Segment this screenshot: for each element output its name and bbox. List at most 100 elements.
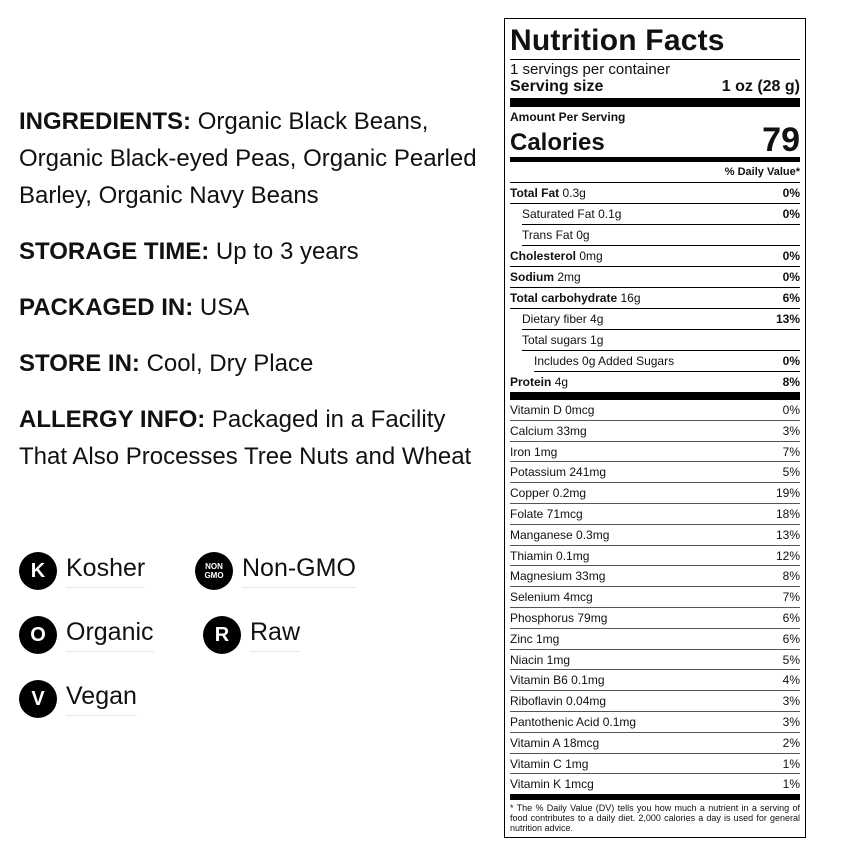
vitamin-name: Vitamin A 18mcg	[510, 735, 600, 750]
servings-per-container: 1 servings per container	[510, 61, 671, 78]
nutrient-dv: 0%	[782, 186, 800, 200]
nutrient-dv: 0%	[782, 270, 800, 284]
vitamin-dv: 19%	[775, 486, 800, 501]
nutrient-dv: 0%	[782, 249, 800, 263]
kosher-icon: K	[19, 552, 57, 590]
vitamin-dv: 5%	[782, 465, 800, 480]
nutrient-name: Sodium 2mg	[510, 270, 581, 284]
nutrient-name: Cholesterol 0mg	[510, 249, 603, 263]
vitamin-row: Folate 71mcg 18%	[510, 504, 800, 525]
nutrient-name: Includes 0g Added Sugars	[534, 354, 675, 368]
organic-icon: O	[19, 616, 57, 654]
nutrient-row: Protein 4g 8%	[510, 372, 800, 400]
vitamin-name: Niacin 1mg	[510, 652, 571, 667]
vitamin-list: Vitamin D 0mcg 0% Calcium 33mg 3% Iron 1mg 7%…	[510, 400, 800, 801]
vitamin-dv: 7%	[782, 444, 800, 459]
vitamin-row: Iron 1mg 7%	[510, 442, 800, 463]
vitamin-name: Magnesium 33mg	[510, 569, 606, 584]
store-in: STORE IN: Cool, Dry Place	[19, 350, 314, 377]
nutrient-name: Total sugars 1g	[522, 333, 604, 347]
vitamin-row: Potassium 241mg 5%	[510, 462, 800, 484]
vitamin-dv: 3%	[782, 694, 800, 709]
vitamin-dv: 13%	[775, 527, 800, 542]
nutrient-row: Trans Fat 0g	[522, 225, 800, 246]
vitamin-row: Vitamin B6 0.1mg 4%	[510, 670, 800, 692]
nutrient-row: Total sugars 1g	[522, 330, 800, 351]
vitamin-row: Calcium 33mg 3%	[510, 421, 800, 442]
vitamin-name: Folate 71mcg	[510, 506, 583, 521]
badge-organic[interactable]: O Organic	[19, 616, 154, 654]
vitamin-dv: 8%	[782, 569, 800, 584]
vitamin-dv: 18%	[775, 506, 800, 521]
vitamin-name: Potassium 241mg	[510, 465, 607, 480]
nutrient-row: Saturated Fat 0.1g 0%	[522, 204, 800, 225]
vitamin-row: Vitamin C 1mg 1%	[510, 754, 800, 775]
badge-raw[interactable]: R Raw	[203, 616, 301, 654]
badge-vegan[interactable]: V Vegan	[19, 680, 137, 718]
badge-kosher[interactable]: K Kosher	[19, 552, 146, 590]
badge-non-gmo[interactable]: NON GMO Non-GMO	[195, 552, 356, 590]
calories: Calories 79	[510, 123, 800, 162]
vitamin-dv: 2%	[782, 735, 800, 750]
nutrient-dv: 6%	[782, 291, 800, 305]
vitamin-name: Thiamin 0.1mg	[510, 548, 590, 563]
vitamin-name: Phosphorus 79mg	[510, 610, 608, 625]
vitamin-row: Vitamin K 1mcg 1%	[510, 774, 800, 801]
vitamin-dv: 4%	[782, 673, 800, 688]
vitamin-name: Zinc 1mg	[510, 631, 560, 646]
packaged-in: PACKAGED IN: USA	[19, 294, 250, 321]
raw-icon: R	[203, 616, 241, 654]
vitamin-row: Thiamin 0.1mg 12%	[510, 546, 800, 567]
allergy-info: ALLERGY INFO: Packaged in a Facility Tha…	[19, 406, 472, 470]
nutrient-dv: 8%	[782, 375, 800, 389]
vitamin-row: Riboflavin 0.04mg 3%	[510, 691, 800, 712]
nutrient-list: Total Fat 0.3g 0% Saturated Fat 0.1g 0% Tran…	[510, 183, 800, 400]
product-info: INGREDIENTS: Organic Black Beans, Organi…	[19, 103, 494, 494]
nutrient-row: Includes 0g Added Sugars 0%	[534, 351, 800, 372]
vitamin-name: Calcium 33mg	[510, 423, 587, 438]
vitamin-row: Vitamin A 18mcg 2%	[510, 733, 800, 754]
amount-per-serving: Amount Per Serving	[510, 110, 626, 124]
vitamin-name: Selenium 4mcg	[510, 590, 593, 605]
nutrient-row: Dietary fiber 4g 13%	[522, 309, 800, 330]
vitamin-name: Vitamin D 0mcg	[510, 403, 595, 417]
vitamin-row: Manganese 0.3mg 13%	[510, 525, 800, 546]
label-title: Nutrition Facts	[510, 23, 800, 60]
vitamin-dv: 0%	[782, 403, 800, 417]
nutrient-dv: 0%	[782, 207, 800, 221]
vitamin-dv: 7%	[782, 590, 800, 605]
vitamin-row: Zinc 1mg 6%	[510, 629, 800, 650]
vitamin-name: Pantothenic Acid 0.1mg	[510, 714, 637, 729]
nutrient-name: Total carbohydrate 16g	[510, 291, 641, 305]
nutrient-name: Protein 4g	[510, 375, 569, 389]
vitamin-name: Vitamin C 1mg	[510, 756, 589, 771]
vitamin-name: Iron 1mg	[510, 444, 558, 459]
vitamin-dv: 5%	[782, 652, 800, 667]
vitamin-row: Phosphorus 79mg 6%	[510, 608, 800, 629]
nutrition-facts-label: Nutrition Facts 1 servings per container…	[504, 18, 806, 838]
vitamin-row: Niacin 1mg 5%	[510, 650, 800, 671]
non-gmo-icon: NON GMO	[195, 552, 233, 590]
vitamin-name: Copper 0.2mg	[510, 486, 587, 501]
vitamin-dv: 6%	[782, 631, 800, 646]
vitamin-row: Selenium 4mcg 7%	[510, 587, 800, 608]
nutrient-dv: 0%	[782, 354, 800, 368]
nutrient-dv: 13%	[775, 312, 800, 326]
nutrient-name: Saturated Fat 0.1g	[522, 207, 622, 221]
nutrient-row: Total carbohydrate 16g 6%	[510, 288, 800, 309]
serving-size: Serving size 1 oz (28 g)	[510, 78, 800, 107]
vitamin-dv: 1%	[782, 777, 800, 792]
vitamin-dv: 1%	[782, 756, 800, 771]
daily-value-header: % Daily Value*	[510, 162, 800, 183]
vitamin-dv: 3%	[782, 423, 800, 438]
vitamin-name: Vitamin K 1mcg	[510, 777, 594, 792]
vitamin-dv: 3%	[782, 714, 800, 729]
nutrient-name: Trans Fat 0g	[522, 228, 590, 242]
nutrient-row: Sodium 2mg 0%	[510, 267, 800, 288]
ingredients: INGREDIENTS: Organic Black Beans, Organi…	[19, 108, 477, 209]
nutrient-row: Total Fat 0.3g 0%	[510, 183, 800, 204]
vitamin-dv: 6%	[782, 610, 800, 625]
footnote: * The % Daily Value (DV) tells you how m…	[510, 803, 800, 834]
nutrient-name: Total Fat 0.3g	[510, 186, 586, 200]
vitamin-dv: 12%	[775, 548, 800, 563]
